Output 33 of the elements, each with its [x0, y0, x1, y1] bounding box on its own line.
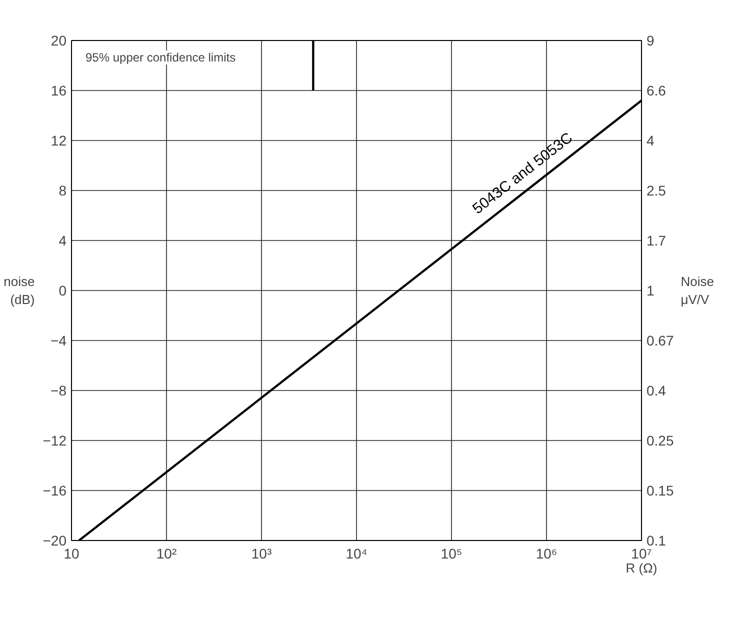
text: 0.4	[646, 382, 666, 398]
y-tick-label: −20	[42, 532, 67, 548]
x-tick-label: 10³	[251, 546, 272, 562]
text: 0.67	[646, 332, 674, 348]
text: 9	[646, 32, 654, 48]
y-tick-label: 4	[58, 232, 67, 248]
annotation: 95% upper confidence limits	[86, 50, 236, 64]
y2-axis-title: Noise μV/V	[680, 274, 714, 307]
x-tick-label: 10⁶	[536, 546, 558, 562]
x-tick-label: 10	[64, 546, 80, 562]
text: 2.5	[646, 182, 666, 198]
text: 0.15	[646, 482, 674, 498]
y-tick-label: 8	[58, 182, 67, 198]
y-tick-label: 20	[50, 32, 67, 48]
text: 0.1	[646, 532, 666, 548]
y-tick-label: −4	[50, 332, 67, 348]
text: 6.6	[646, 82, 666, 98]
y-tick-label: 16	[50, 82, 67, 98]
x-axis-title: R (Ω)	[626, 560, 658, 576]
y-tick-label: −12	[42, 432, 67, 448]
text: 1	[646, 282, 654, 298]
y-axis-title: noise (dB)	[4, 274, 35, 307]
y-tick-label: −8	[50, 382, 67, 398]
y-tick-label: −16	[42, 482, 67, 498]
y-tick-label: 0	[58, 282, 67, 298]
text: 1.7	[646, 232, 666, 248]
text: 4	[646, 132, 654, 148]
x-tick-label: 10⁷	[631, 546, 652, 562]
x-tick-label: 10⁵	[440, 546, 462, 562]
x-tick-label: 10⁴	[346, 546, 368, 562]
text: 0.25	[646, 432, 674, 448]
x-tick-label: 10²	[156, 546, 177, 562]
y-tick-label: 12	[50, 132, 67, 148]
